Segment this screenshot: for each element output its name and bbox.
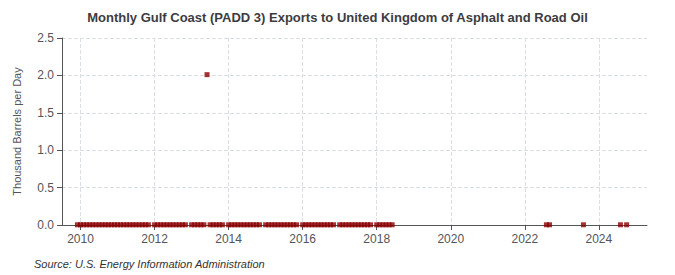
svg-text:2010: 2010 <box>67 232 94 246</box>
svg-text:2018: 2018 <box>363 232 390 246</box>
svg-text:2022: 2022 <box>511 232 538 246</box>
svg-text:Monthly Gulf Coast (PADD 3) Ex: Monthly Gulf Coast (PADD 3) Exports to U… <box>87 10 588 25</box>
svg-text:Thousand Barrels per Day: Thousand Barrels per Day <box>11 67 23 196</box>
svg-text:2020: 2020 <box>437 232 464 246</box>
svg-text:0.5: 0.5 <box>37 181 54 195</box>
svg-text:0.0: 0.0 <box>37 218 54 232</box>
svg-text:1.5: 1.5 <box>37 106 54 120</box>
svg-text:2012: 2012 <box>141 232 168 246</box>
svg-text:2014: 2014 <box>215 232 242 246</box>
svg-text:2016: 2016 <box>289 232 316 246</box>
svg-text:2024: 2024 <box>586 232 613 246</box>
svg-text:Source: U.S. Energy Informatio: Source: U.S. Energy Information Administ… <box>34 258 265 270</box>
svg-text:1.0: 1.0 <box>37 143 54 157</box>
svg-text:2.5: 2.5 <box>37 31 54 45</box>
svg-text:2.0: 2.0 <box>37 68 54 82</box>
